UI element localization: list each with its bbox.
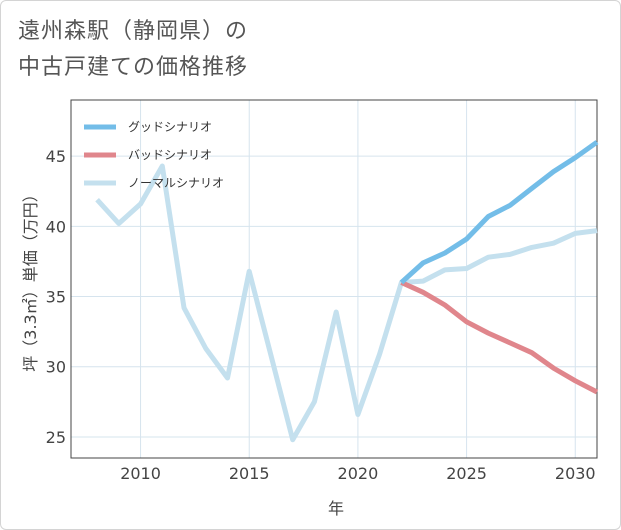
x-tick-label: 2025 bbox=[446, 464, 487, 483]
legend-label-normal[interactable]: ノーマルシナリオ bbox=[128, 176, 224, 190]
y-tick-label: 30 bbox=[46, 358, 66, 377]
x-axis-title: 年 bbox=[328, 499, 344, 518]
series-line-normal bbox=[95, 163, 598, 443]
axes: 2010 2015 2020 2025 2030 25 30 35 40 45 年 坪（3.3㎡）単価… bbox=[21, 147, 596, 518]
series-lines bbox=[95, 140, 599, 443]
y-tick-label: 45 bbox=[46, 147, 66, 166]
legend-label-bad[interactable]: バッドシナリオ bbox=[128, 148, 212, 162]
x-tick-label: 2020 bbox=[338, 464, 379, 483]
series-line-bad bbox=[400, 280, 599, 395]
chart-title: 遠州森駅（静岡県）の 中古戸建ての価格推移 bbox=[18, 14, 248, 86]
y-tick-label: 35 bbox=[46, 288, 66, 307]
grid bbox=[71, 100, 597, 458]
plot-area bbox=[70, 99, 598, 459]
x-tick-label: 2030 bbox=[555, 464, 596, 483]
x-tick-label: 2015 bbox=[229, 464, 270, 483]
y-tick-label: 40 bbox=[46, 217, 66, 236]
chart-title-line1: 遠州森駅（静岡県）の bbox=[18, 19, 249, 44]
y-tick-label: 25 bbox=[46, 428, 66, 447]
y-axis-title: 坪（3.3㎡）単価（万円） bbox=[21, 186, 40, 371]
x-tick-label: 2010 bbox=[120, 464, 161, 483]
chart-title-line2: 中古戸建ての価格推移 bbox=[18, 55, 249, 80]
legend-label-good[interactable]: グッドシナリオ bbox=[128, 120, 212, 134]
series-line-good bbox=[399, 140, 599, 285]
